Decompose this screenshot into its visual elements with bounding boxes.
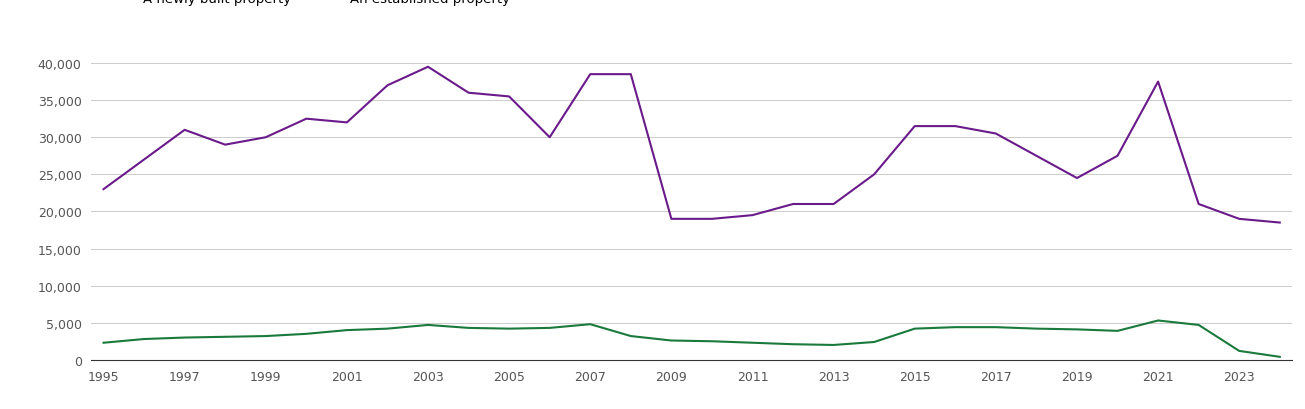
A newly built property bbox=[1028, 326, 1044, 331]
An established property bbox=[947, 124, 963, 129]
An established property bbox=[420, 65, 436, 70]
An established property bbox=[1191, 202, 1207, 207]
A newly built property bbox=[176, 335, 192, 340]
A newly built property bbox=[745, 340, 761, 345]
A newly built property bbox=[136, 337, 151, 342]
An established property bbox=[867, 173, 882, 178]
Line: A newly built property: A newly built property bbox=[103, 321, 1280, 357]
An established property bbox=[176, 128, 192, 133]
An established property bbox=[745, 213, 761, 218]
A newly built property bbox=[1109, 328, 1125, 333]
A newly built property bbox=[988, 325, 1004, 330]
An established property bbox=[1232, 217, 1248, 222]
An established property bbox=[542, 135, 557, 140]
An established property bbox=[299, 117, 315, 122]
An established property bbox=[136, 157, 151, 162]
A newly built property bbox=[1069, 327, 1084, 332]
Legend: A newly built property, An established property: A newly built property, An established p… bbox=[98, 0, 515, 11]
A newly built property bbox=[582, 322, 598, 327]
A newly built property bbox=[258, 334, 274, 339]
An established property bbox=[339, 121, 355, 126]
A newly built property bbox=[1272, 355, 1288, 360]
A newly built property bbox=[947, 325, 963, 330]
An established property bbox=[461, 91, 476, 96]
A newly built property bbox=[339, 328, 355, 333]
An established property bbox=[907, 124, 923, 129]
A newly built property bbox=[380, 326, 395, 331]
An established property bbox=[380, 83, 395, 88]
An established property bbox=[218, 143, 234, 148]
A newly built property bbox=[299, 332, 315, 337]
A newly built property bbox=[461, 326, 476, 330]
An established property bbox=[1028, 154, 1044, 159]
An established property bbox=[705, 217, 720, 222]
A newly built property bbox=[1150, 318, 1165, 323]
An established property bbox=[663, 217, 679, 222]
A newly built property bbox=[218, 335, 234, 339]
An established property bbox=[582, 72, 598, 77]
A newly built property bbox=[420, 323, 436, 328]
An established property bbox=[501, 95, 517, 100]
An established property bbox=[95, 187, 111, 192]
An established property bbox=[826, 202, 842, 207]
A newly built property bbox=[663, 338, 679, 343]
An established property bbox=[1150, 80, 1165, 85]
A newly built property bbox=[826, 343, 842, 348]
A newly built property bbox=[705, 339, 720, 344]
A newly built property bbox=[501, 326, 517, 331]
An established property bbox=[258, 135, 274, 140]
A newly built property bbox=[622, 334, 638, 339]
A newly built property bbox=[1232, 348, 1248, 353]
A newly built property bbox=[1191, 323, 1207, 328]
A newly built property bbox=[907, 326, 923, 331]
A newly built property bbox=[786, 342, 801, 347]
An established property bbox=[988, 132, 1004, 137]
An established property bbox=[1272, 220, 1288, 225]
A newly built property bbox=[95, 340, 111, 345]
An established property bbox=[1109, 154, 1125, 159]
An established property bbox=[1069, 176, 1084, 181]
An established property bbox=[622, 72, 638, 77]
Line: An established property: An established property bbox=[103, 67, 1280, 223]
A newly built property bbox=[542, 326, 557, 330]
An established property bbox=[786, 202, 801, 207]
A newly built property bbox=[867, 340, 882, 345]
